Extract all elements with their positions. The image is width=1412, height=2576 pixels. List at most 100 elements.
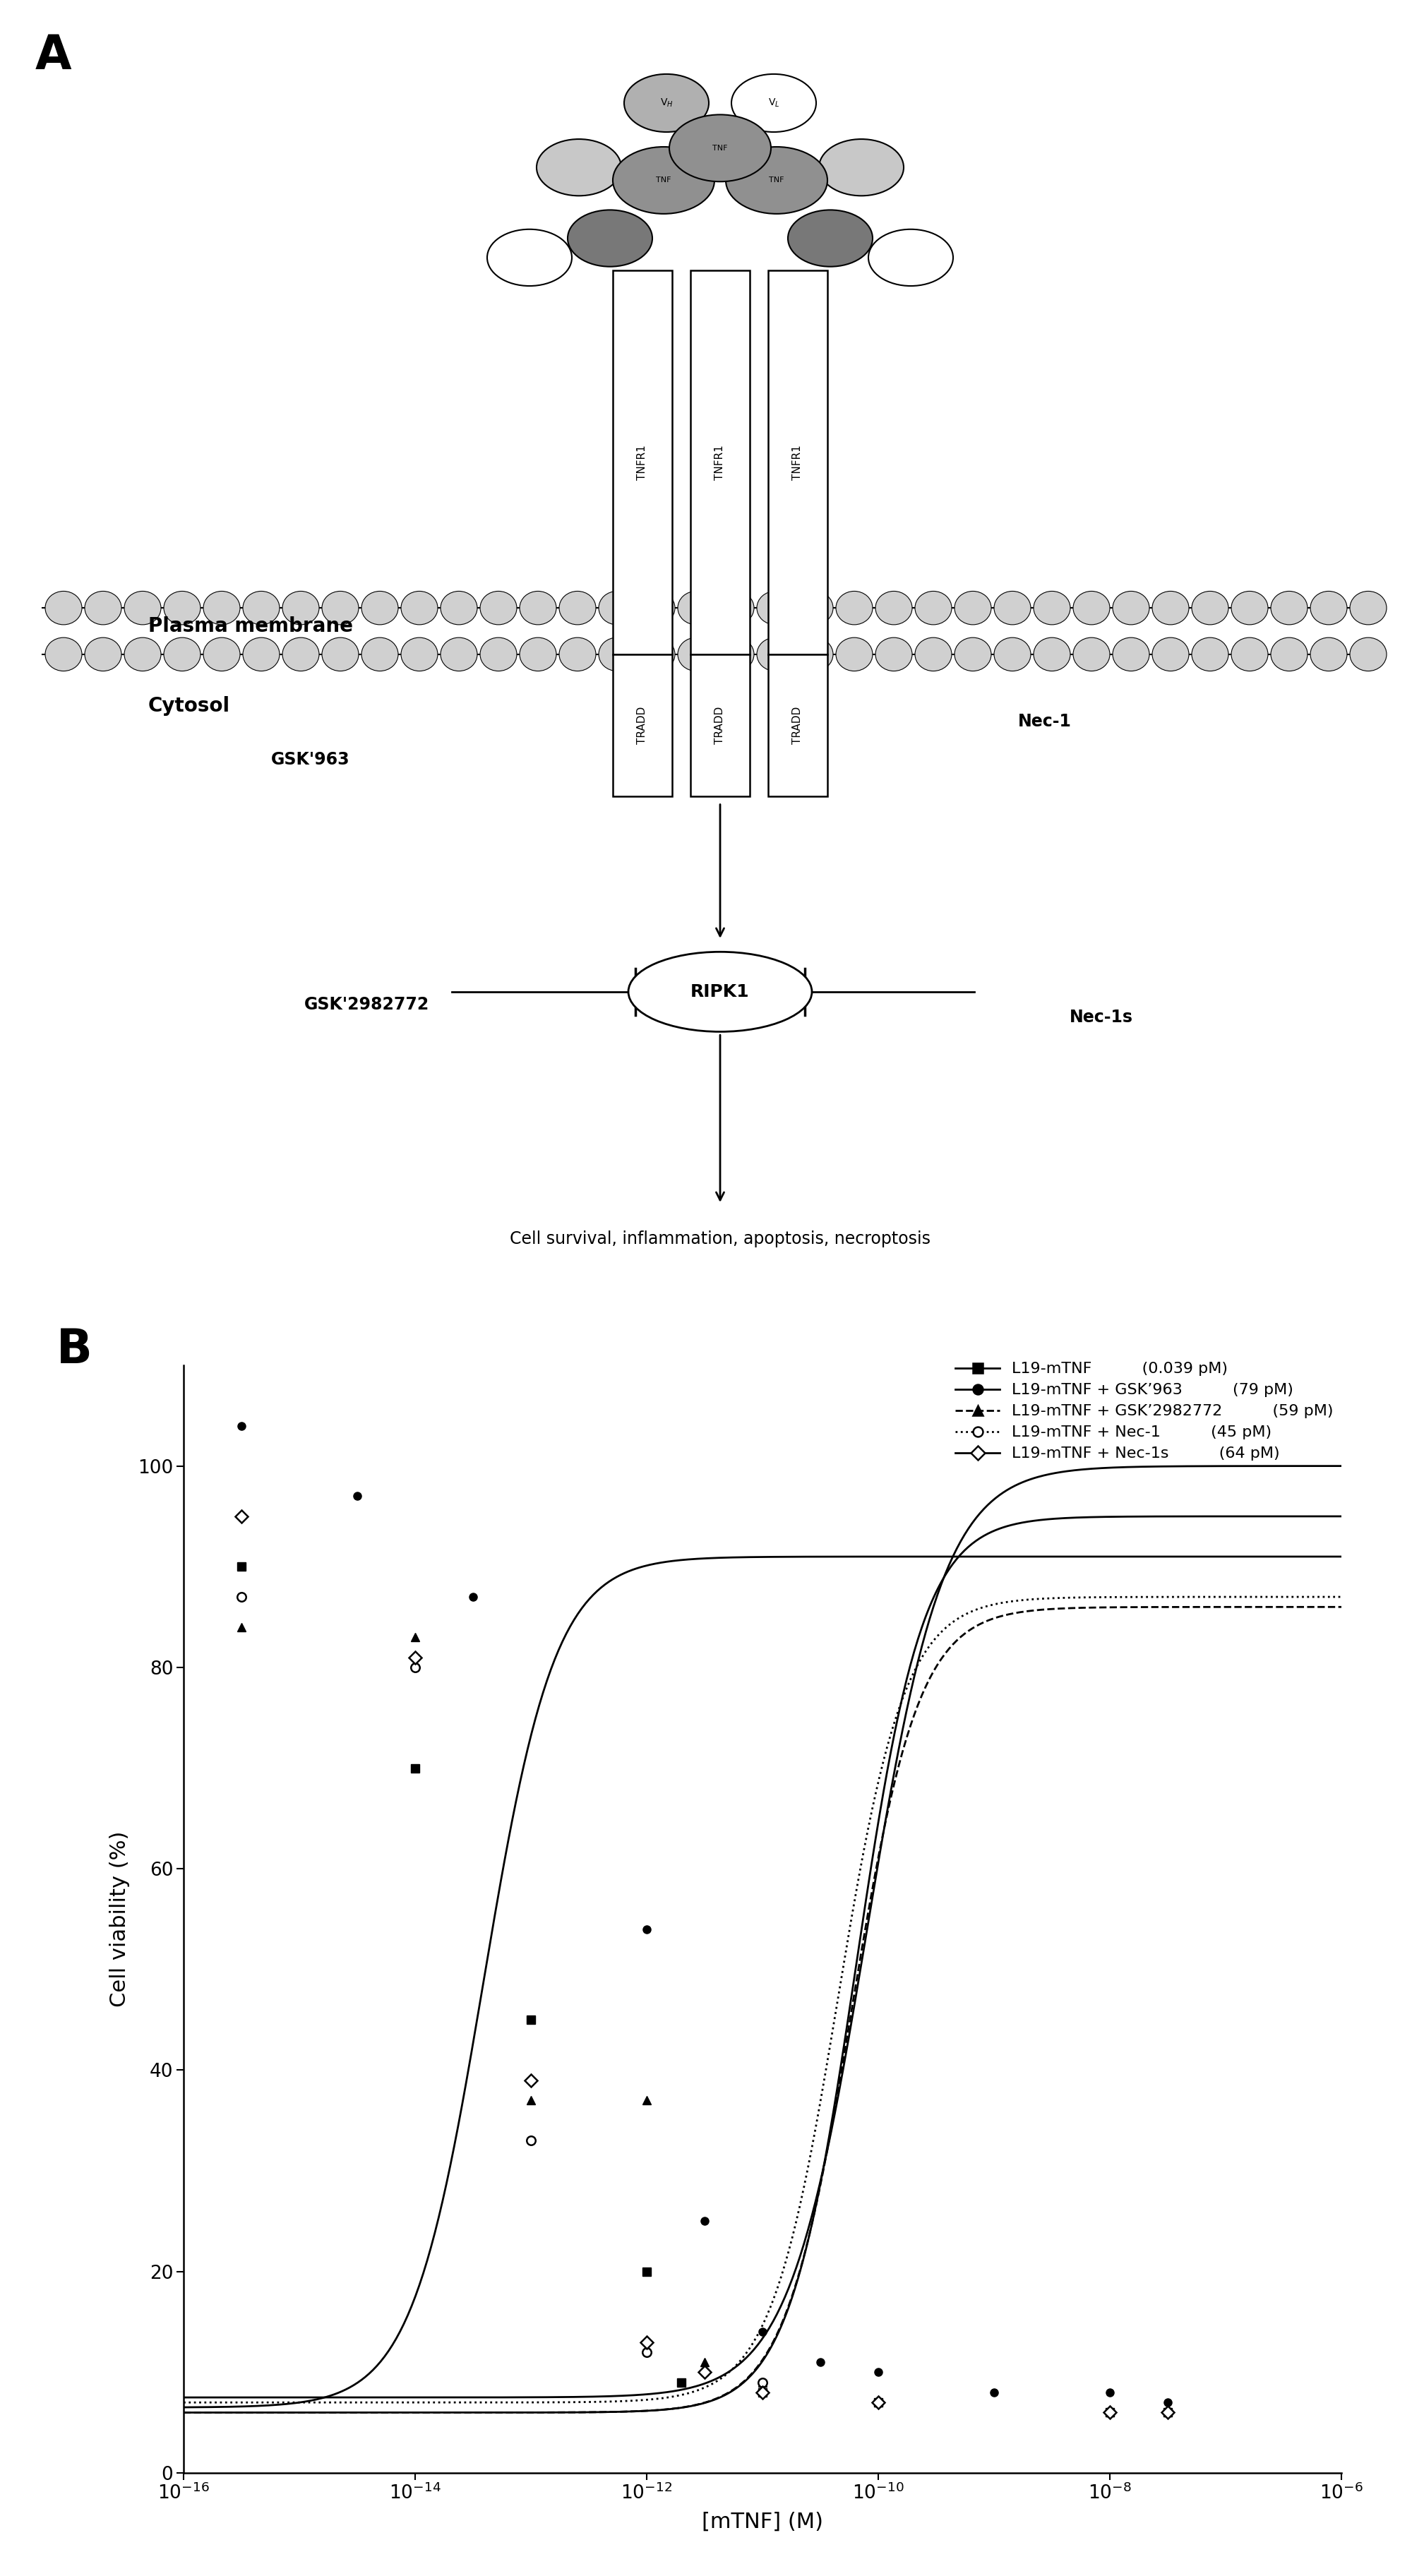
Circle shape <box>1152 590 1189 623</box>
Ellipse shape <box>726 147 827 214</box>
Circle shape <box>1192 636 1228 670</box>
Text: TNF: TNF <box>657 178 671 183</box>
Circle shape <box>915 590 952 623</box>
Circle shape <box>638 590 675 623</box>
Circle shape <box>1113 636 1149 670</box>
Circle shape <box>401 636 438 670</box>
Circle shape <box>1310 590 1347 623</box>
Circle shape <box>243 590 280 623</box>
Circle shape <box>85 636 121 670</box>
Ellipse shape <box>819 139 904 196</box>
Ellipse shape <box>868 229 953 286</box>
Circle shape <box>1231 636 1268 670</box>
Circle shape <box>1350 636 1387 670</box>
Circle shape <box>599 590 635 623</box>
Circle shape <box>520 636 556 670</box>
Ellipse shape <box>624 75 709 131</box>
Circle shape <box>836 590 873 623</box>
Circle shape <box>1310 636 1347 670</box>
Ellipse shape <box>731 75 816 131</box>
Circle shape <box>1271 590 1308 623</box>
Text: V$_L$: V$_L$ <box>768 98 779 108</box>
Circle shape <box>638 636 675 670</box>
Circle shape <box>1350 590 1387 623</box>
Text: GSK'2982772: GSK'2982772 <box>305 997 429 1012</box>
Ellipse shape <box>568 209 652 265</box>
Circle shape <box>994 590 1031 623</box>
Text: Cytosol: Cytosol <box>148 696 230 716</box>
Text: Nec-1s: Nec-1s <box>1070 1010 1132 1025</box>
Ellipse shape <box>788 209 873 265</box>
Text: A: A <box>35 31 72 80</box>
Circle shape <box>955 636 991 670</box>
Circle shape <box>45 636 82 670</box>
Text: V$_H$: V$_H$ <box>659 98 674 108</box>
Circle shape <box>45 590 82 623</box>
Circle shape <box>243 636 280 670</box>
Ellipse shape <box>613 147 714 214</box>
Circle shape <box>559 590 596 623</box>
Legend: L19-mTNF          (0.039 pM), L19-mTNF + GSK’963          (79 pM), L19-mTNF + GS: L19-mTNF (0.039 pM), L19-mTNF + GSK’963 … <box>956 1363 1333 1461</box>
Circle shape <box>1034 590 1070 623</box>
Circle shape <box>796 636 833 670</box>
Circle shape <box>441 590 477 623</box>
Text: Cell survival, inflammation, apoptosis, necroptosis: Cell survival, inflammation, apoptosis, … <box>510 1231 931 1247</box>
Text: TNF: TNF <box>713 144 727 152</box>
Circle shape <box>282 590 319 623</box>
Text: Plasma membrane: Plasma membrane <box>148 616 353 636</box>
Circle shape <box>1192 590 1228 623</box>
Text: TNFR1: TNFR1 <box>714 446 726 479</box>
Circle shape <box>757 636 794 670</box>
FancyBboxPatch shape <box>690 270 750 654</box>
Circle shape <box>124 590 161 623</box>
Circle shape <box>322 636 359 670</box>
Circle shape <box>1271 636 1308 670</box>
Circle shape <box>717 636 754 670</box>
Circle shape <box>955 590 991 623</box>
Text: B: B <box>56 1327 92 1373</box>
Circle shape <box>599 636 635 670</box>
Circle shape <box>1152 636 1189 670</box>
Circle shape <box>480 636 517 670</box>
Circle shape <box>915 636 952 670</box>
Circle shape <box>164 590 201 623</box>
Circle shape <box>361 636 398 670</box>
Text: RIPK1: RIPK1 <box>690 984 750 999</box>
Circle shape <box>441 636 477 670</box>
Text: TRADD: TRADD <box>637 706 648 744</box>
Ellipse shape <box>628 951 812 1030</box>
Text: TNFR1: TNFR1 <box>792 446 803 479</box>
Circle shape <box>520 590 556 623</box>
Text: TNF: TNF <box>770 178 784 183</box>
Ellipse shape <box>487 229 572 286</box>
Circle shape <box>203 636 240 670</box>
FancyBboxPatch shape <box>613 654 672 796</box>
Circle shape <box>994 636 1031 670</box>
Circle shape <box>322 590 359 623</box>
Circle shape <box>203 590 240 623</box>
Circle shape <box>1073 590 1110 623</box>
Circle shape <box>1034 636 1070 670</box>
Circle shape <box>1113 590 1149 623</box>
Circle shape <box>282 636 319 670</box>
FancyBboxPatch shape <box>613 270 672 654</box>
FancyBboxPatch shape <box>768 270 827 654</box>
Circle shape <box>875 590 912 623</box>
Ellipse shape <box>669 113 771 180</box>
Circle shape <box>480 590 517 623</box>
Circle shape <box>1073 636 1110 670</box>
Text: TRADD: TRADD <box>792 706 803 744</box>
Ellipse shape <box>537 139 621 196</box>
Circle shape <box>85 590 121 623</box>
Circle shape <box>164 636 201 670</box>
Circle shape <box>757 590 794 623</box>
Circle shape <box>875 636 912 670</box>
FancyBboxPatch shape <box>768 654 827 796</box>
Circle shape <box>678 636 714 670</box>
Circle shape <box>678 590 714 623</box>
Y-axis label: Cell viability (%): Cell viability (%) <box>110 1832 130 2007</box>
Text: TNFR1: TNFR1 <box>637 446 648 479</box>
Circle shape <box>796 590 833 623</box>
FancyBboxPatch shape <box>690 654 750 796</box>
Circle shape <box>1231 590 1268 623</box>
